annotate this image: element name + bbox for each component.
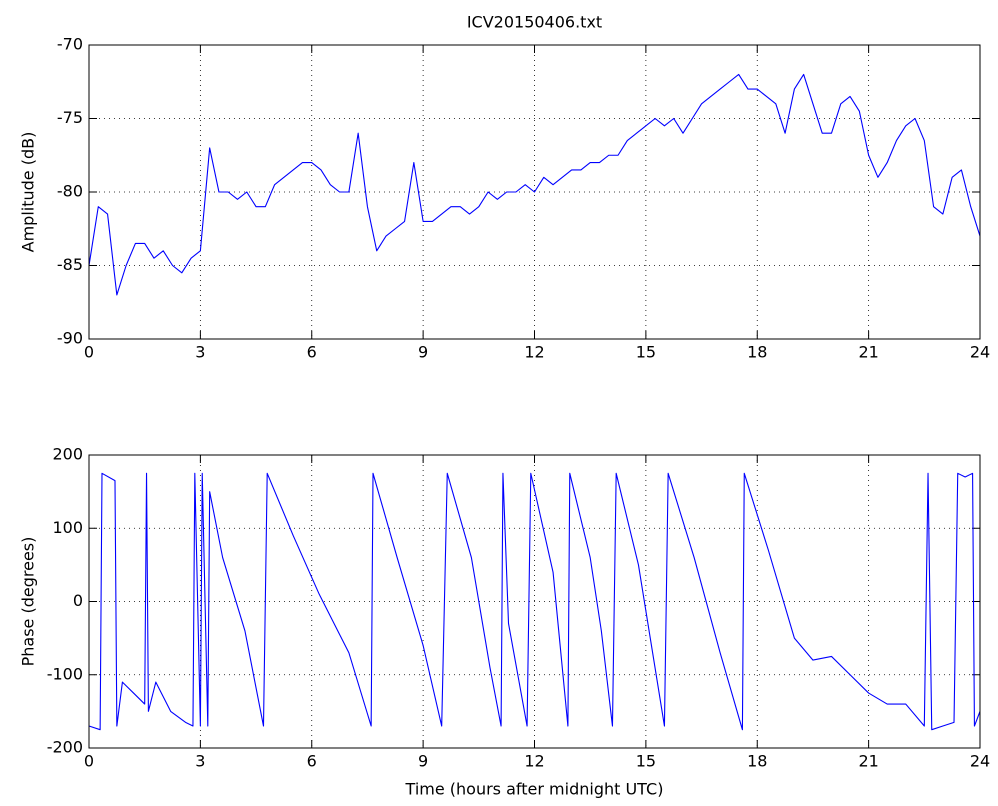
- x-tick-label: 6: [307, 343, 317, 362]
- x-tick-label: 21: [858, 343, 878, 362]
- y-tick-label: 0: [73, 591, 83, 610]
- x-tick-label: 12: [524, 343, 544, 362]
- x-tick-label: 15: [636, 752, 656, 771]
- x-tick-label: 24: [970, 752, 990, 771]
- x-tick-label: 24: [970, 343, 990, 362]
- y-tick-label: 200: [52, 445, 83, 464]
- x-tick-label: 18: [747, 343, 767, 362]
- axes-frame: [88, 454, 981, 749]
- x-tick-label: 0: [84, 343, 94, 362]
- x-axis-label: Time (hours after midnight UTC): [405, 780, 664, 799]
- y-tick-label: -200: [47, 738, 83, 757]
- y-axis-label: Phase (degrees): [19, 537, 38, 667]
- x-tick-label: 9: [418, 343, 428, 362]
- x-tick-label: 0: [84, 752, 94, 771]
- x-tick-label: 6: [307, 752, 317, 771]
- y-tick-label: 100: [52, 518, 83, 537]
- data-line: [88, 73, 981, 296]
- y-tick-label: -100: [47, 664, 83, 683]
- y-axis-label: Amplitude (dB): [19, 132, 38, 253]
- x-tick-label: 3: [195, 752, 205, 771]
- x-tick-label: 9: [418, 752, 428, 771]
- y-tick-label: -80: [57, 182, 83, 201]
- x-tick-label: 15: [636, 343, 656, 362]
- y-tick-label: -90: [57, 329, 83, 348]
- y-tick-label: -75: [57, 108, 83, 127]
- chart-title: ICV20150406.txt: [467, 13, 602, 32]
- y-tick-label: -70: [57, 35, 83, 54]
- axes-frame: [88, 44, 981, 340]
- x-tick-label: 18: [747, 752, 767, 771]
- x-tick-label: 21: [858, 752, 878, 771]
- data-line: [88, 472, 981, 731]
- x-tick-label: 3: [195, 343, 205, 362]
- y-tick-label: -85: [57, 255, 83, 274]
- x-tick-label: 12: [524, 752, 544, 771]
